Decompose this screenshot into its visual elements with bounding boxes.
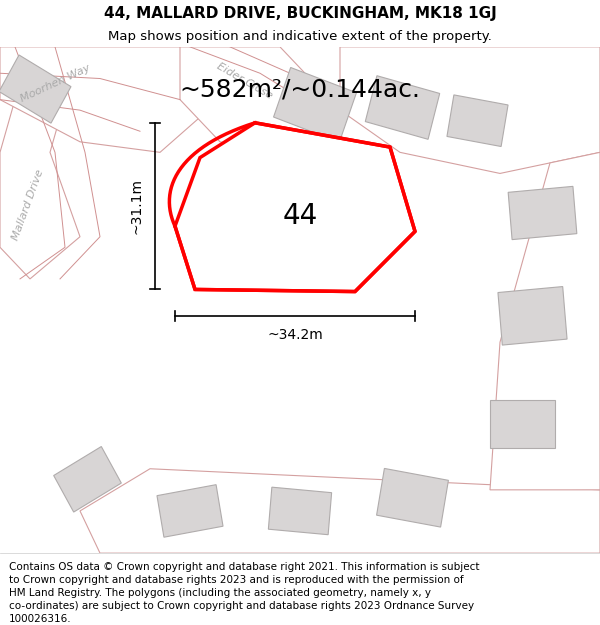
Bar — [157, 484, 223, 538]
Text: ~582m²/~0.144ac.: ~582m²/~0.144ac. — [179, 77, 421, 101]
Text: 44, MALLARD DRIVE, BUCKINGHAM, MK18 1GJ: 44, MALLARD DRIVE, BUCKINGHAM, MK18 1GJ — [104, 6, 496, 21]
Polygon shape — [0, 47, 80, 279]
Text: 44: 44 — [283, 202, 317, 229]
Text: ~31.1m: ~31.1m — [130, 178, 144, 234]
Bar — [508, 186, 577, 239]
Bar — [53, 446, 121, 512]
Bar — [274, 68, 356, 142]
Polygon shape — [175, 122, 415, 291]
Text: Mallard Drive: Mallard Drive — [11, 168, 46, 242]
Text: 100026316.: 100026316. — [9, 614, 71, 624]
Bar — [490, 400, 555, 448]
Bar — [365, 76, 440, 139]
Text: Map shows position and indicative extent of the property.: Map shows position and indicative extent… — [108, 30, 492, 43]
Bar — [239, 175, 326, 251]
Bar — [447, 95, 508, 146]
Polygon shape — [180, 47, 340, 163]
Text: to Crown copyright and database rights 2023 and is reproduced with the permissio: to Crown copyright and database rights 2… — [9, 575, 464, 585]
Bar — [0, 55, 71, 123]
Polygon shape — [80, 469, 600, 553]
Text: co-ordinates) are subject to Crown copyright and database rights 2023 Ordnance S: co-ordinates) are subject to Crown copyr… — [9, 601, 474, 611]
Text: HM Land Registry. The polygons (including the associated geometry, namely x, y: HM Land Registry. The polygons (includin… — [9, 588, 431, 598]
Text: Moorhen Way: Moorhen Way — [19, 63, 92, 104]
Bar — [268, 487, 332, 535]
Bar — [377, 468, 448, 527]
Polygon shape — [490, 152, 600, 490]
Text: Contains OS data © Crown copyright and database right 2021. This information is : Contains OS data © Crown copyright and d… — [9, 562, 479, 572]
Text: ~34.2m: ~34.2m — [267, 328, 323, 342]
Polygon shape — [340, 47, 600, 173]
Polygon shape — [0, 47, 220, 152]
Text: Eider Close: Eider Close — [215, 61, 275, 101]
Bar — [498, 287, 567, 345]
